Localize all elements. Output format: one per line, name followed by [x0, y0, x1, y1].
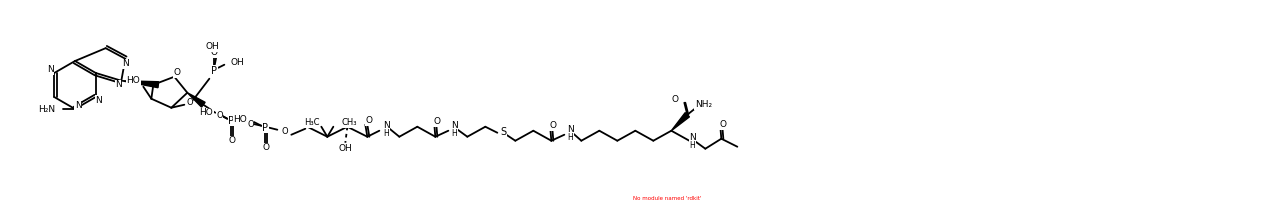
Text: O: O [281, 127, 287, 136]
Text: N: N [451, 121, 458, 130]
Text: O: O [549, 121, 557, 130]
Text: N: N [115, 80, 122, 89]
Text: CH₃: CH₃ [342, 118, 357, 127]
Text: N: N [382, 121, 390, 130]
Text: O: O [720, 120, 727, 129]
Text: H₃C: H₃C [304, 118, 319, 127]
Text: P: P [262, 123, 268, 133]
Text: N: N [567, 125, 573, 134]
Text: H₂N: H₂N [38, 105, 54, 113]
Text: H: H [567, 133, 573, 142]
Text: NH₂: NH₂ [695, 100, 711, 109]
Text: N: N [47, 66, 53, 75]
Text: O: O [211, 48, 218, 57]
Text: O: O [216, 111, 223, 120]
Text: HO: HO [234, 115, 247, 124]
Text: N: N [122, 59, 129, 68]
Text: N: N [95, 96, 103, 105]
Text: H: H [452, 129, 457, 138]
Text: S: S [500, 127, 506, 137]
Text: O: O [672, 95, 679, 104]
Text: O: O [366, 116, 372, 125]
Text: O: O [186, 98, 192, 107]
Text: N: N [689, 133, 696, 142]
Text: OH: OH [230, 58, 244, 67]
Text: OH: OH [205, 42, 219, 51]
Text: P: P [228, 116, 234, 126]
Text: P: P [211, 66, 218, 76]
Polygon shape [187, 93, 205, 107]
Text: O: O [247, 120, 253, 129]
Text: H: H [384, 129, 389, 138]
Text: H: H [690, 141, 695, 150]
Polygon shape [671, 113, 690, 131]
Text: HO: HO [200, 108, 214, 117]
Text: OH: OH [338, 144, 352, 153]
Text: O: O [229, 136, 235, 145]
Text: O: O [173, 68, 181, 77]
Text: No module named 'rdkit': No module named 'rdkit' [633, 196, 701, 201]
Text: O: O [263, 143, 270, 152]
Polygon shape [122, 81, 158, 88]
Text: N: N [75, 101, 81, 110]
Text: O: O [434, 117, 441, 126]
Text: HO: HO [127, 76, 141, 85]
